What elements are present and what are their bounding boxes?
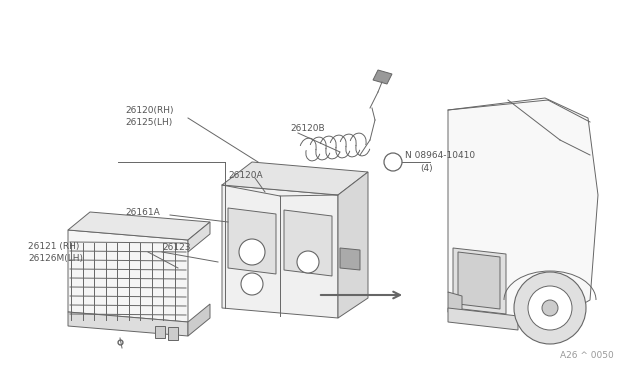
Circle shape bbox=[542, 300, 558, 316]
Polygon shape bbox=[222, 185, 338, 318]
Text: 26120A: 26120A bbox=[228, 170, 262, 180]
Polygon shape bbox=[222, 162, 368, 195]
Circle shape bbox=[384, 153, 402, 171]
Polygon shape bbox=[458, 252, 500, 309]
Text: 26126M(LH): 26126M(LH) bbox=[28, 253, 83, 263]
Polygon shape bbox=[340, 248, 360, 270]
Polygon shape bbox=[448, 98, 598, 322]
Text: 26161A: 26161A bbox=[125, 208, 160, 217]
Polygon shape bbox=[228, 208, 276, 274]
Text: 26121 (RH): 26121 (RH) bbox=[28, 241, 79, 250]
Circle shape bbox=[239, 239, 265, 265]
Polygon shape bbox=[188, 304, 210, 336]
Circle shape bbox=[514, 272, 586, 344]
Polygon shape bbox=[68, 312, 188, 336]
Polygon shape bbox=[284, 210, 332, 276]
Text: (4): (4) bbox=[420, 164, 433, 173]
Polygon shape bbox=[453, 248, 506, 314]
Text: A26 ^ 0050: A26 ^ 0050 bbox=[560, 350, 614, 359]
Text: 26120B: 26120B bbox=[290, 124, 324, 132]
Text: 26120(RH): 26120(RH) bbox=[125, 106, 173, 115]
Polygon shape bbox=[68, 230, 188, 322]
Text: N: N bbox=[389, 157, 397, 167]
Polygon shape bbox=[338, 172, 368, 318]
Polygon shape bbox=[448, 292, 462, 316]
Polygon shape bbox=[68, 212, 210, 240]
Polygon shape bbox=[168, 327, 178, 340]
Polygon shape bbox=[155, 326, 165, 338]
Text: 26125(LH): 26125(LH) bbox=[125, 118, 172, 126]
Polygon shape bbox=[188, 222, 210, 252]
Text: 26123: 26123 bbox=[162, 244, 191, 253]
Circle shape bbox=[297, 251, 319, 273]
Text: N 08964-10410: N 08964-10410 bbox=[405, 151, 475, 160]
Circle shape bbox=[528, 286, 572, 330]
Circle shape bbox=[241, 273, 263, 295]
Polygon shape bbox=[448, 308, 518, 330]
Polygon shape bbox=[373, 70, 392, 84]
